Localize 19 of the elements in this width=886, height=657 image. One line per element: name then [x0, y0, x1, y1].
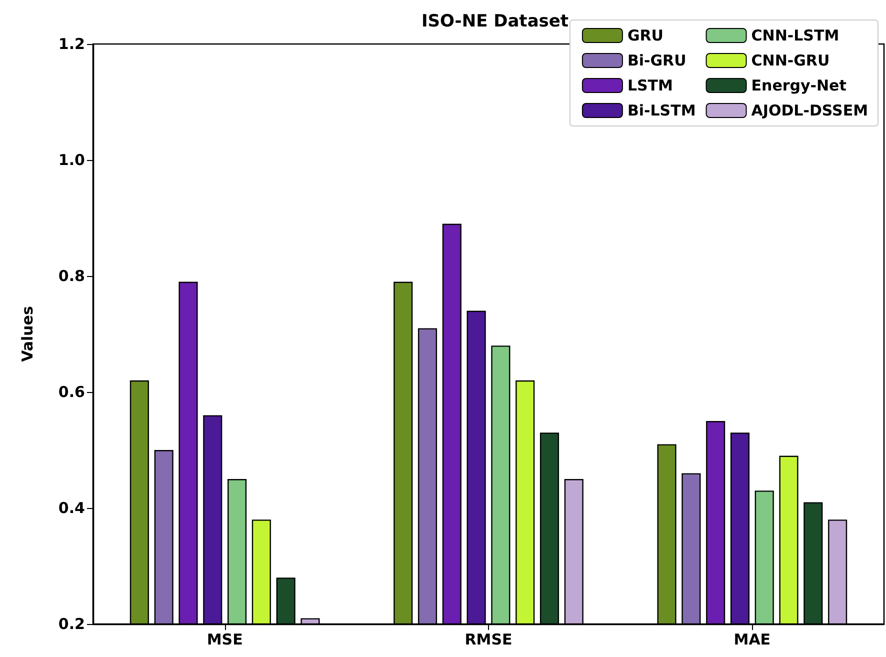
legend-label: AJODL-DSSEM — [751, 102, 868, 120]
legend-label: Energy-Net — [751, 76, 846, 94]
y-axis-title: Values — [18, 306, 36, 362]
y-tick-label: 0.8 — [58, 267, 85, 285]
x-tick-label: MSE — [206, 630, 243, 648]
legend-label: GRU — [627, 26, 664, 44]
y-tick-label: 1.2 — [58, 35, 85, 53]
legend-label: CNN-GRU — [751, 52, 830, 70]
y-tick-label: 0.2 — [58, 615, 85, 633]
chart-title: ISO-NE Dataset — [421, 12, 569, 32]
legend-label: CNN-LSTM — [751, 26, 840, 44]
y-tick-label: 1.0 — [58, 151, 85, 169]
x-tick-label: MAE — [734, 630, 771, 648]
legend-label: LSTM — [627, 76, 673, 94]
x-tick-label: RMSE — [464, 630, 512, 648]
legend-label: Bi-GRU — [627, 52, 686, 70]
y-tick-label: 0.4 — [58, 499, 85, 517]
y-tick-label: 0.6 — [58, 383, 85, 401]
legend-label: Bi-LSTM — [627, 102, 696, 120]
